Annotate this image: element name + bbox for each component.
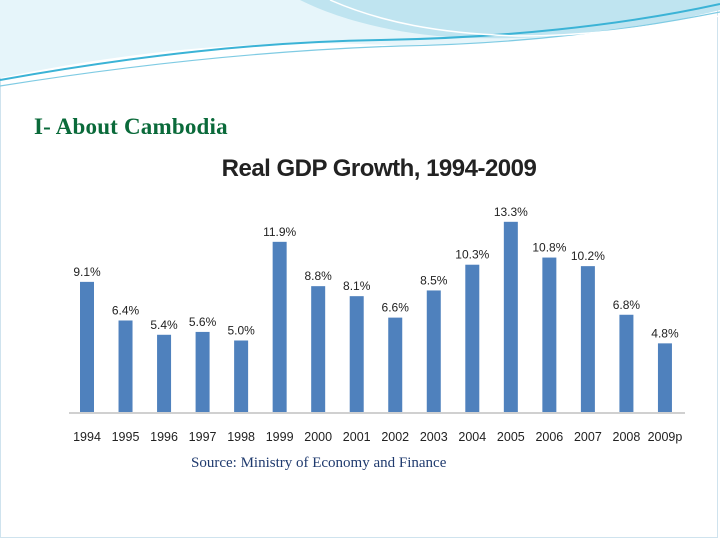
- value-label-1998: 5.0%: [227, 324, 255, 338]
- bar-1997: [195, 331, 210, 412]
- bar-1994: [80, 281, 94, 412]
- tick-label-1997: 1997: [189, 430, 217, 444]
- tick-label-1999: 1999: [266, 430, 294, 444]
- bar-2008: [619, 314, 634, 412]
- tick-label-1994: 1994: [73, 430, 101, 444]
- value-label-2004: 10.3%: [455, 248, 489, 262]
- bar-2001: [349, 296, 364, 412]
- value-labels-group: 9.1% 6.4% 5.4% 5.6% 5.0% 11.9% 8.8% 8.1% 6.6% 8.5…: [73, 205, 679, 341]
- bars-group: [80, 221, 672, 412]
- tick-label-2008: 2008: [613, 430, 641, 444]
- slide-title: I- About Cambodia: [34, 114, 228, 139]
- tick-labels-group: 1994 1995 1996 1997 1998 1999 2000 2001 2002 2003…: [73, 430, 682, 444]
- wave-line-2: [0, 11, 720, 87]
- tick-label-2006: 2006: [535, 430, 563, 444]
- tick-label-2001: 2001: [343, 430, 371, 444]
- wave-line-1: [0, 3, 720, 81]
- tick-label-2005: 2005: [497, 430, 525, 444]
- value-label-2009p: 4.8%: [651, 326, 679, 340]
- bar-2007: [580, 266, 595, 412]
- gdp-growth-chart: Real GDP Growth, 1994-2009 9.1% 6.4% 5.4% 5…: [63, 154, 696, 454]
- tick-label-2000: 2000: [304, 430, 332, 444]
- value-label-1996: 5.4%: [150, 318, 178, 332]
- bar-1998: [234, 340, 249, 412]
- value-label-1997: 5.6%: [189, 315, 217, 329]
- chart-title: Real GDP Growth, 1994-2009: [222, 155, 537, 182]
- value-label-2000: 8.8%: [305, 269, 333, 283]
- tick-label-2002: 2002: [381, 430, 409, 444]
- chart-svg: Real GDP Growth, 1994-2009 9.1% 6.4% 5.4% 5…: [69, 155, 685, 444]
- header-wave-decoration: [0, 0, 720, 87]
- value-label-1999: 11.9%: [263, 225, 296, 239]
- value-label-2001: 8.1%: [343, 279, 371, 293]
- value-label-2008: 6.8%: [613, 298, 641, 312]
- bar-2005: [503, 221, 518, 412]
- value-label-2005: 13.3%: [494, 205, 528, 219]
- bar-2000: [311, 286, 326, 412]
- bar-2002: [388, 317, 403, 412]
- value-label-2002: 6.6%: [382, 301, 410, 315]
- tick-label-2004: 2004: [458, 430, 486, 444]
- bar-1999: [272, 241, 287, 412]
- bar-2009p: [657, 343, 672, 412]
- wave-line-3: [329, 0, 720, 37]
- tick-label-1998: 1998: [227, 430, 255, 444]
- source-note: Source: Ministry of Economy and Finance: [191, 455, 447, 471]
- tick-label-1996: 1996: [150, 430, 178, 444]
- tick-label-2007: 2007: [574, 430, 602, 444]
- tick-label-1995: 1995: [112, 430, 140, 444]
- wave-fill-band: [300, 0, 720, 39]
- bar-2004: [465, 264, 480, 412]
- value-label-2006: 10.8%: [532, 241, 566, 255]
- value-label-2003: 8.5%: [420, 273, 448, 287]
- value-label-2007: 10.2%: [571, 249, 605, 263]
- bar-2006: [542, 257, 557, 412]
- value-label-1995: 6.4%: [112, 303, 140, 317]
- bar-2003: [426, 290, 441, 412]
- tick-label-2003: 2003: [420, 430, 448, 444]
- value-label-1994: 9.1%: [73, 265, 101, 279]
- bar-1996: [157, 334, 172, 412]
- bar-1995: [118, 320, 133, 412]
- tick-label-2009p: 2009p: [648, 430, 683, 444]
